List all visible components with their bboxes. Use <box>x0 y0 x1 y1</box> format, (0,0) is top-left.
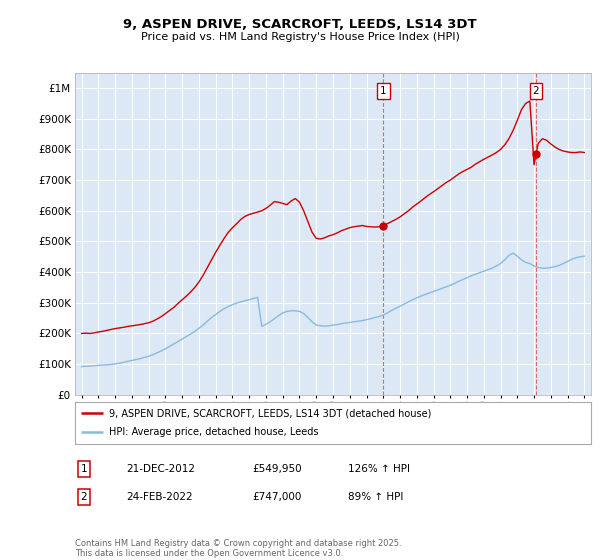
Text: 1: 1 <box>380 86 386 96</box>
Text: 9, ASPEN DRIVE, SCARCROFT, LEEDS, LS14 3DT: 9, ASPEN DRIVE, SCARCROFT, LEEDS, LS14 3… <box>123 18 477 31</box>
Text: 126% ↑ HPI: 126% ↑ HPI <box>348 464 410 474</box>
Text: Price paid vs. HM Land Registry's House Price Index (HPI): Price paid vs. HM Land Registry's House … <box>140 32 460 43</box>
Text: 89% ↑ HPI: 89% ↑ HPI <box>348 492 403 502</box>
Text: HPI: Average price, detached house, Leeds: HPI: Average price, detached house, Leed… <box>109 427 318 437</box>
Text: 9, ASPEN DRIVE, SCARCROFT, LEEDS, LS14 3DT (detached house): 9, ASPEN DRIVE, SCARCROFT, LEEDS, LS14 3… <box>109 408 431 418</box>
Text: 21-DEC-2012: 21-DEC-2012 <box>126 464 195 474</box>
Text: 24-FEB-2022: 24-FEB-2022 <box>126 492 193 502</box>
Text: £549,950: £549,950 <box>252 464 302 474</box>
Text: 1: 1 <box>80 464 88 474</box>
Text: 2: 2 <box>80 492 88 502</box>
Text: 2: 2 <box>533 86 539 96</box>
Text: Contains HM Land Registry data © Crown copyright and database right 2025.
This d: Contains HM Land Registry data © Crown c… <box>75 539 401 558</box>
Text: £747,000: £747,000 <box>252 492 301 502</box>
